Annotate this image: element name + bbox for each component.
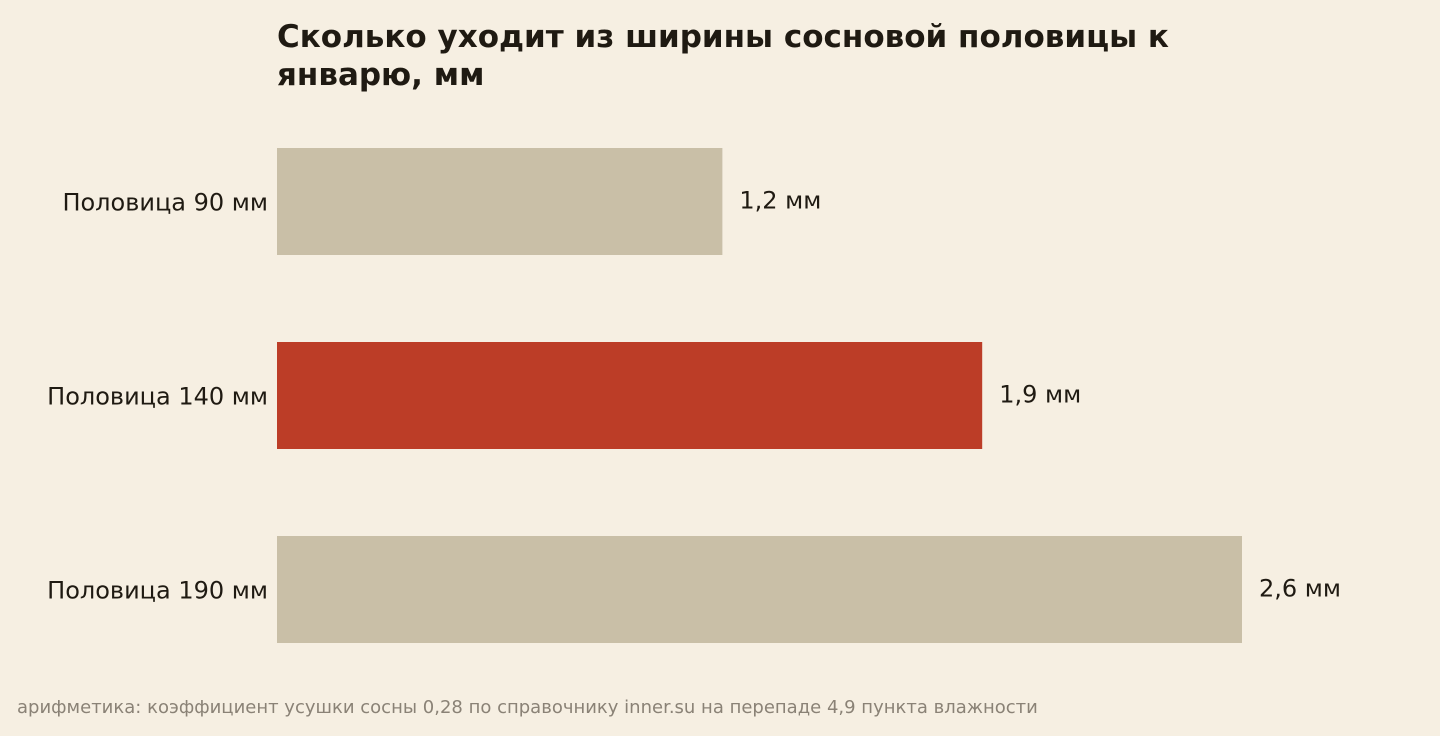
bar-2: [277, 342, 983, 449]
value-label-2: 1,9 мм: [999, 381, 1081, 409]
category-label-2: Половица 140 мм: [47, 383, 268, 411]
source-note: арифметика: коэффициент усушки сосны 0,2…: [17, 697, 1038, 718]
bar-3: [277, 536, 1242, 643]
bar-1: [277, 148, 723, 255]
category-label-1: Половица 90 мм: [62, 189, 268, 217]
chart-title: Сколько уходит из ширины сосновой полови…: [277, 19, 1169, 93]
category-label-3: Половица 190 мм: [47, 577, 268, 605]
value-label-1: 1,2 мм: [739, 187, 821, 215]
value-label-3: 2,6 мм: [1259, 575, 1341, 603]
